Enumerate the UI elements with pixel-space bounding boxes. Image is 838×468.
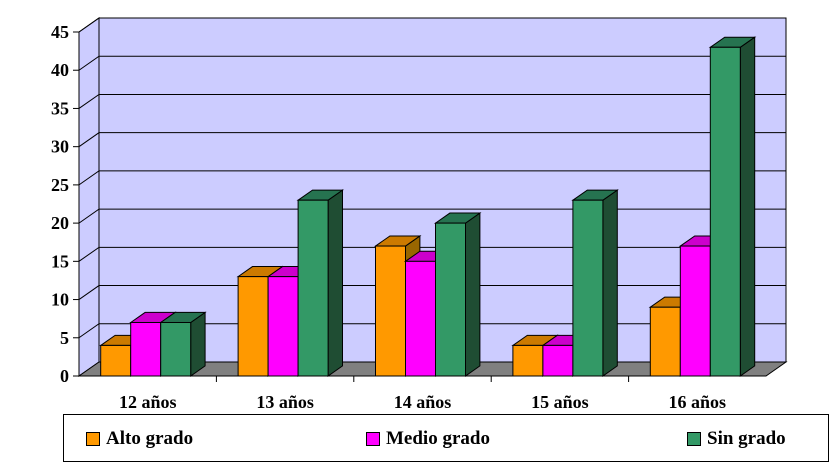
bar [100, 344, 132, 377]
bar [405, 260, 436, 377]
legend-swatch-alto-grado [86, 432, 100, 446]
y-tick-label: 0 [60, 366, 69, 386]
gridline [78, 132, 786, 148]
bar [679, 245, 711, 377]
bar [512, 344, 544, 377]
chart-plot: 0 5 10 15 20 25 30 35 40 45 12 años 13 años 14 años 1… [51, 17, 788, 412]
y-tick-label: 45 [51, 22, 69, 42]
bar-side [602, 189, 618, 377]
bar [649, 306, 681, 377]
y-tick-label: 15 [51, 251, 69, 271]
bar [267, 276, 299, 377]
gridline [78, 55, 786, 71]
gridline [78, 246, 786, 262]
y-tick-label: 25 [51, 175, 69, 195]
bar-side [190, 311, 206, 377]
y-tick-label: 10 [51, 290, 69, 310]
bar-side [465, 212, 481, 377]
legend-label-medio-grado: Medio grado [386, 428, 490, 449]
x-tick-label: 12 años [119, 392, 177, 410]
y-tick-label: 30 [51, 137, 69, 157]
legend-item-alto-grado: Alto grado [86, 415, 193, 463]
legend-item-sin-grado: Sin grado [687, 415, 786, 463]
y-tick-label: 20 [51, 213, 69, 233]
legend: Alto grado Medio grado Sin grado [63, 414, 829, 462]
gridline [78, 93, 786, 109]
bar [297, 199, 329, 377]
y-tick-label: 35 [51, 98, 69, 118]
bar [375, 245, 406, 377]
gridline [78, 17, 786, 33]
legend-label-sin-grado: Sin grado [707, 428, 786, 449]
gridline [78, 208, 786, 224]
bar [160, 321, 192, 377]
gridline [78, 170, 786, 186]
bar-side [327, 189, 343, 377]
gridline [78, 285, 786, 300]
x-tick-label: 16 años [669, 392, 727, 410]
y-tick-label: 5 [60, 328, 69, 348]
side-wall [78, 17, 100, 377]
legend-item-medio-grado: Medio grado [366, 415, 490, 463]
bar [435, 222, 466, 377]
x-tick-label: 14 años [394, 392, 452, 410]
bar [130, 321, 162, 377]
x-tick-label: 13 años [256, 392, 314, 410]
bar-side [739, 36, 756, 377]
gridline [78, 323, 786, 339]
x-tick-label: 15 años [531, 392, 589, 410]
bar [237, 276, 269, 377]
legend-swatch-sin-grado [687, 432, 701, 446]
y-tick-label: 40 [51, 60, 69, 80]
bar [709, 46, 741, 377]
bar [542, 344, 574, 377]
legend-swatch-medio-grado [366, 432, 380, 446]
bar [572, 199, 604, 377]
legend-label-alto-grado: Alto grado [106, 428, 194, 449]
